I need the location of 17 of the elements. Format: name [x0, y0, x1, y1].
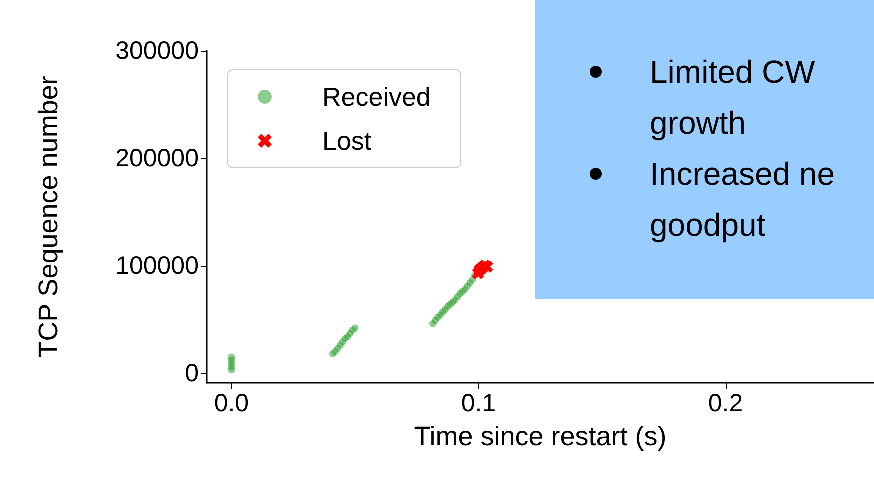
x-tick-label: 0.0 — [214, 390, 250, 418]
y-axis-title: TCP Sequence number — [34, 76, 64, 358]
annotation: growth — [650, 105, 746, 141]
y-tick-label: 100000 — [116, 252, 199, 280]
point — [352, 324, 359, 332]
legend-label: Received — [322, 82, 431, 112]
x-tick-label: 0.2 — [708, 390, 744, 418]
y-tick-label: 200000 — [116, 144, 199, 172]
x-axis-title: Time since restart (s) — [414, 422, 667, 452]
y-tick-label: 0 — [185, 359, 199, 388]
point — [228, 354, 236, 361]
annotation: goodput — [650, 207, 766, 243]
x-tick-label: 0.1 — [461, 390, 496, 418]
y-tick-label: 300000 — [116, 37, 199, 65]
legend-label: Lost — [322, 126, 372, 156]
annotation: Increased ne — [650, 156, 836, 192]
annotation: Limited CW — [650, 54, 816, 90]
